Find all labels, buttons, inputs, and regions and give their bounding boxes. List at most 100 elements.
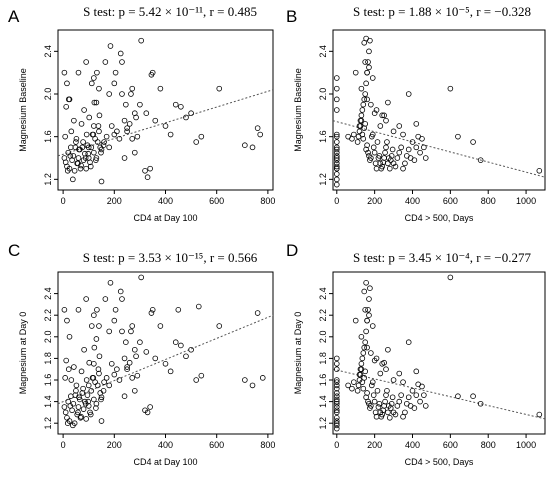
scatter-point <box>101 139 107 145</box>
scatter-point <box>157 323 164 329</box>
scatter-point <box>85 398 92 405</box>
scatter-point <box>162 360 169 367</box>
scatter-point <box>373 413 380 420</box>
scatter-point <box>400 379 406 385</box>
scatter-point <box>333 146 340 153</box>
scatter-point <box>354 387 361 394</box>
x-tick-label: 0 <box>334 196 339 206</box>
x-tick-label: 200 <box>367 196 382 206</box>
y-tick-label: 2.0 <box>318 88 328 101</box>
scatter-point <box>333 393 340 400</box>
scatter-point <box>371 398 378 405</box>
scatter-point <box>333 155 340 161</box>
scatter-point <box>333 396 340 403</box>
scatter-point <box>365 149 371 156</box>
scatter-point <box>67 393 74 400</box>
scatter-point <box>101 379 107 385</box>
scatter-point <box>64 317 70 324</box>
scatter-point <box>81 346 87 353</box>
scatter-point <box>361 375 368 381</box>
scatter-point <box>362 339 368 346</box>
scatter-point <box>216 323 223 329</box>
x-tick-label: 600 <box>443 440 458 450</box>
scatter-point <box>364 96 370 103</box>
scatter-point <box>144 174 151 181</box>
scatter-point <box>90 375 97 381</box>
scatter-point <box>333 133 340 140</box>
scatter-point <box>352 69 359 76</box>
scatter-point <box>70 153 77 159</box>
scatter-point <box>80 139 86 145</box>
scatter-point <box>477 400 484 407</box>
scatter-point <box>333 107 340 113</box>
scatter-point <box>178 342 184 349</box>
scatter-point <box>148 310 155 316</box>
x-tick-label: 800 <box>260 196 275 206</box>
scatter-point <box>366 312 372 319</box>
scatter-point <box>333 377 340 383</box>
scatter-point <box>114 366 120 373</box>
scatter-point <box>402 160 408 167</box>
scatter-point <box>119 59 125 65</box>
scatter-point <box>119 296 125 302</box>
scatter-point <box>78 121 85 127</box>
scatter-point <box>400 165 406 172</box>
scatter-point <box>382 149 388 156</box>
y-tick-label: 2.4 <box>318 287 328 300</box>
scatter-point <box>359 355 366 362</box>
scatter-point <box>333 390 340 396</box>
scatter-point <box>91 149 97 156</box>
scatter-point <box>111 371 118 378</box>
scatter-point <box>396 149 403 156</box>
x-axis-label: CD4 at Day 100 <box>133 213 197 223</box>
scatter-point <box>100 387 107 394</box>
scatter-point <box>102 296 109 302</box>
scatter-point <box>143 110 150 116</box>
panel-a: A S test: p = 5.42 × 10⁻¹¹, r = 0.485 0 200… <box>8 4 275 223</box>
scatter-point <box>363 80 369 87</box>
scatter-point <box>385 99 391 106</box>
scatter-point <box>470 393 476 400</box>
scatter-point <box>167 368 174 375</box>
scatter-point <box>372 160 379 167</box>
x-tick-label: 0 <box>61 196 66 206</box>
scatter-point <box>131 387 138 394</box>
scatter-point <box>64 80 70 87</box>
scatter-point <box>103 133 110 140</box>
scatter-point <box>70 422 76 429</box>
scatter-point <box>98 396 104 403</box>
scatter-point <box>83 296 89 302</box>
x-tick-label: 800 <box>481 196 496 206</box>
scatter-point <box>95 366 102 373</box>
y-axis-label: Magnesium Baseline <box>293 68 303 152</box>
scatter-point <box>376 153 383 159</box>
scatter-point <box>364 317 370 324</box>
scatter-point <box>64 168 71 174</box>
scatter-point <box>131 149 138 156</box>
scatter-point <box>383 117 389 124</box>
x-tick-label: 0 <box>334 440 339 450</box>
scatter-point <box>64 414 70 421</box>
y-tick-label: 1.6 <box>43 130 53 143</box>
chart-title: S test: p = 3.45 × 10⁻⁴, r = −0.277 <box>353 250 531 265</box>
scatter-point <box>86 114 93 121</box>
scatter-point <box>85 382 92 389</box>
scatter-point <box>111 131 118 138</box>
scatter-point <box>377 160 384 167</box>
chart-title: S test: p = 1.88 × 10⁻⁵, r = −0.328 <box>353 4 531 19</box>
scatter-point <box>358 112 365 119</box>
scatter-point <box>447 274 454 281</box>
scatter-point <box>61 306 68 313</box>
y-axis-label: Magnesium at Day 0 <box>18 312 28 395</box>
scatter-point <box>388 153 395 159</box>
x-tick-label: 600 <box>443 196 458 206</box>
scatter-point <box>385 160 391 167</box>
scatter-point <box>363 328 369 335</box>
scatter-point <box>134 372 141 379</box>
scatter-point <box>76 146 82 153</box>
scatter-point <box>67 153 74 159</box>
plot-frame <box>332 271 546 435</box>
scatter-point <box>364 390 370 396</box>
y-tick-label: 1.6 <box>318 374 328 387</box>
scatter-point <box>72 144 79 151</box>
